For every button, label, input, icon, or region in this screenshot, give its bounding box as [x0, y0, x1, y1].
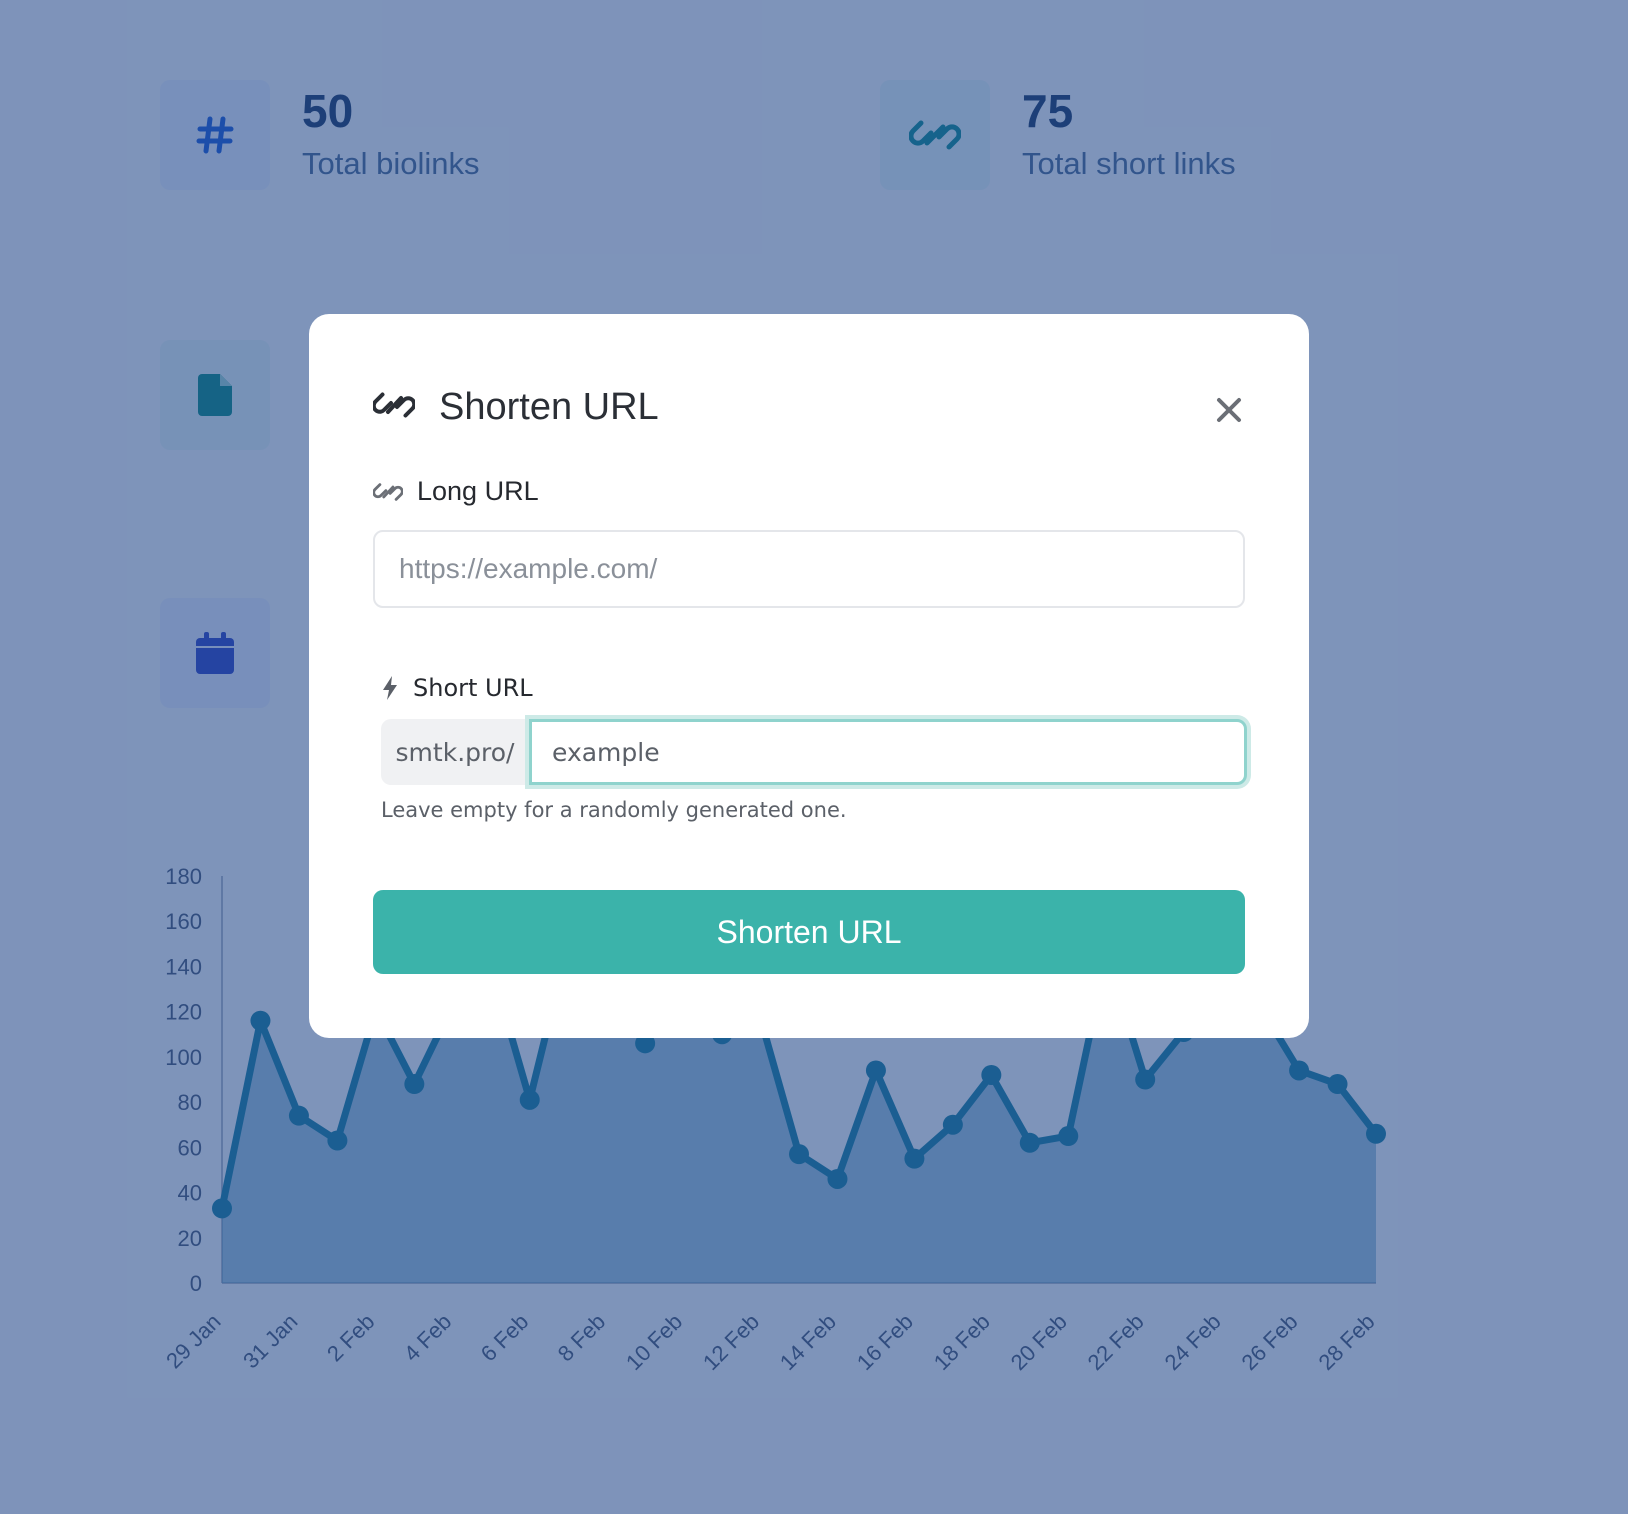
short-url-input[interactable] [529, 719, 1247, 785]
shorten-url-button[interactable]: Shorten URL [373, 890, 1245, 974]
shorten-url-modal: Shorten URL Long URL Short URL smtk.pro/… [309, 314, 1309, 1038]
short-url-prefix: smtk.pro/ [381, 719, 529, 785]
long-url-label: Long URL [373, 476, 539, 507]
short-url-label: Short URL [381, 674, 533, 702]
close-button[interactable] [1213, 394, 1245, 426]
link-icon [373, 482, 403, 501]
short-url-input-group: smtk.pro/ [381, 719, 1247, 785]
modal-header: Shorten URL [371, 386, 659, 429]
modal-title: Shorten URL [439, 386, 659, 428]
long-url-input[interactable] [373, 530, 1245, 608]
link-icon [371, 388, 417, 427]
close-icon [1217, 398, 1241, 422]
short-url-helper-text: Leave empty for a randomly generated one… [381, 798, 847, 822]
bolt-icon [383, 676, 397, 700]
